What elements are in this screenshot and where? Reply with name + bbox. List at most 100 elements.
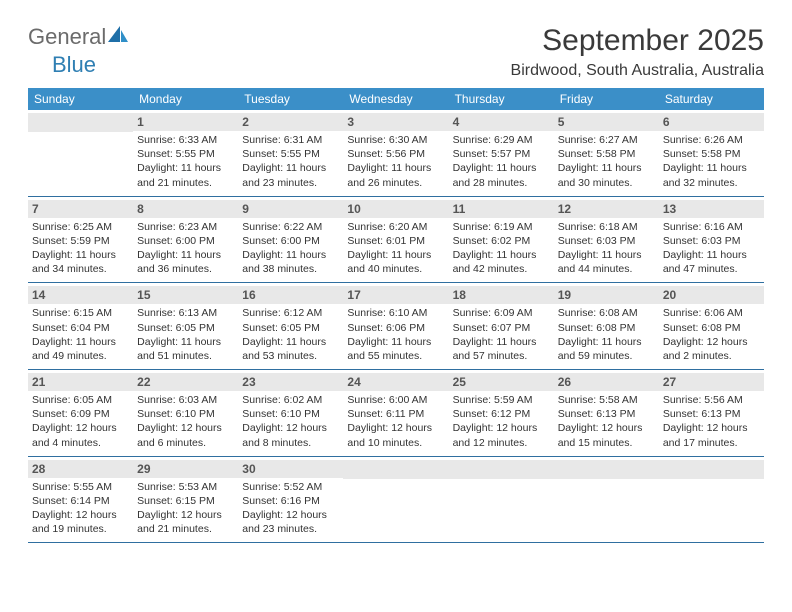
dow-header-row: SundayMondayTuesdayWednesdayThursdayFrid… bbox=[28, 88, 764, 110]
day-number: 14 bbox=[28, 286, 133, 304]
brand-logo: General bbox=[28, 24, 130, 50]
info-line: Sunrise: 6:18 AM bbox=[558, 220, 655, 234]
info-line: and 26 minutes. bbox=[347, 176, 444, 190]
day-info: Sunrise: 6:02 AMSunset: 6:10 PMDaylight:… bbox=[242, 393, 339, 450]
info-line: and 36 minutes. bbox=[137, 262, 234, 276]
info-line: Daylight: 11 hours bbox=[453, 161, 550, 175]
dow-header: Saturday bbox=[659, 88, 764, 110]
day-cell: 20Sunrise: 6:06 AMSunset: 6:08 PMDayligh… bbox=[659, 283, 764, 369]
day-number: 23 bbox=[238, 373, 343, 391]
info-line: Daylight: 11 hours bbox=[32, 335, 129, 349]
info-line: and 55 minutes. bbox=[347, 349, 444, 363]
info-line: and 10 minutes. bbox=[347, 436, 444, 450]
day-cell: 17Sunrise: 6:10 AMSunset: 6:06 PMDayligh… bbox=[343, 283, 448, 369]
day-cell: 15 Sunrise: 6:13 AMSunset: 6:05 PMDayligh… bbox=[133, 283, 238, 369]
info-line: Sunrise: 6:16 AM bbox=[663, 220, 760, 234]
day-cell: 30Sunrise: 5:52 AMSunset: 6:16 PMDayligh… bbox=[238, 457, 343, 543]
day-info: Sunrise: 6:20 AMSunset: 6:01 PMDaylight:… bbox=[347, 220, 444, 277]
day-number: 21 bbox=[28, 373, 133, 391]
day-cell bbox=[449, 457, 554, 543]
day-cell: 1Sunrise: 6:33 AMSunset: 5:55 PMDaylight… bbox=[133, 110, 238, 196]
info-line: Sunset: 6:06 PM bbox=[347, 321, 444, 335]
info-line: Sunset: 6:03 PM bbox=[663, 234, 760, 248]
info-line: and 6 minutes. bbox=[137, 436, 234, 450]
info-line: Sunset: 6:09 PM bbox=[32, 407, 129, 421]
info-line: Sunrise: 5:58 AM bbox=[558, 393, 655, 407]
day-info: Sunrise: 6:19 AMSunset: 6:02 PMDaylight:… bbox=[453, 220, 550, 277]
day-info: Sunrise: 6:18 AMSunset: 6:03 PMDaylight:… bbox=[558, 220, 655, 277]
day-number: 8 bbox=[133, 200, 238, 218]
info-line: Sunset: 6:00 PM bbox=[137, 234, 234, 248]
day-info: Sunrise: 6:31 AMSunset: 5:55 PMDaylight:… bbox=[242, 133, 339, 190]
info-line: Sunrise: 6:02 AM bbox=[242, 393, 339, 407]
day-number: 7 bbox=[28, 200, 133, 218]
info-line: and 34 minutes. bbox=[32, 262, 129, 276]
info-line: and 32 minutes. bbox=[663, 176, 760, 190]
info-line: Daylight: 11 hours bbox=[347, 161, 444, 175]
info-line: and 44 minutes. bbox=[558, 262, 655, 276]
info-line: Daylight: 12 hours bbox=[137, 508, 234, 522]
day-cell bbox=[554, 457, 659, 543]
info-line: Sunrise: 6:08 AM bbox=[558, 306, 655, 320]
info-line: Sunset: 5:57 PM bbox=[453, 147, 550, 161]
info-line: and 17 minutes. bbox=[663, 436, 760, 450]
header: General September 2025 Birdwood, South A… bbox=[28, 24, 764, 80]
title-block: September 2025 Birdwood, South Australia… bbox=[511, 24, 764, 80]
week-row: 28Sunrise: 5:55 AMSunset: 6:14 PMDayligh… bbox=[28, 457, 764, 544]
info-line: Daylight: 12 hours bbox=[453, 421, 550, 435]
day-cell: 24Sunrise: 6:00 AMSunset: 6:11 PMDayligh… bbox=[343, 370, 448, 456]
day-info: Sunrise: 6:13 AMSunset: 6:05 PMDaylight:… bbox=[137, 306, 234, 363]
info-line: Daylight: 12 hours bbox=[32, 421, 129, 435]
day-number: 3 bbox=[343, 113, 448, 131]
info-line: and 4 minutes. bbox=[32, 436, 129, 450]
info-line: Daylight: 12 hours bbox=[663, 335, 760, 349]
day-number bbox=[554, 460, 659, 479]
info-line: Sunrise: 6:19 AM bbox=[453, 220, 550, 234]
info-line: Daylight: 11 hours bbox=[242, 161, 339, 175]
info-line: Sunset: 6:15 PM bbox=[137, 494, 234, 508]
day-cell: 5Sunrise: 6:27 AMSunset: 5:58 PMDaylight… bbox=[554, 110, 659, 196]
day-number: 18 bbox=[449, 286, 554, 304]
day-cell: 19Sunrise: 6:08 AMSunset: 6:08 PMDayligh… bbox=[554, 283, 659, 369]
info-line: Sunrise: 6:25 AM bbox=[32, 220, 129, 234]
info-line: Sunrise: 5:56 AM bbox=[663, 393, 760, 407]
day-info: Sunrise: 6:23 AMSunset: 6:00 PMDaylight:… bbox=[137, 220, 234, 277]
info-line: Daylight: 12 hours bbox=[137, 421, 234, 435]
info-line: Daylight: 11 hours bbox=[558, 335, 655, 349]
info-line: and 19 minutes. bbox=[32, 522, 129, 536]
info-line: Sunset: 6:08 PM bbox=[558, 321, 655, 335]
info-line: Sunset: 5:58 PM bbox=[663, 147, 760, 161]
day-cell: 12 Sunrise: 6:18 AMSunset: 6:03 PMDayligh… bbox=[554, 197, 659, 283]
day-info: Sunrise: 6:30 AMSunset: 5:56 PMDaylight:… bbox=[347, 133, 444, 190]
day-number bbox=[449, 460, 554, 479]
info-line: Sunrise: 6:26 AM bbox=[663, 133, 760, 147]
day-cell: 9Sunrise: 6:22 AMSunset: 6:00 PMDaylight… bbox=[238, 197, 343, 283]
week-row: 7Sunrise: 6:25 AMSunset: 5:59 PMDaylight… bbox=[28, 197, 764, 284]
day-number: 12 bbox=[554, 200, 659, 218]
day-number: 17 bbox=[343, 286, 448, 304]
info-line: Daylight: 11 hours bbox=[453, 335, 550, 349]
info-line: Daylight: 11 hours bbox=[137, 335, 234, 349]
info-line: Daylight: 11 hours bbox=[32, 248, 129, 262]
day-info: Sunrise: 5:53 AMSunset: 6:15 PMDaylight:… bbox=[137, 480, 234, 537]
info-line: Sunset: 6:11 PM bbox=[347, 407, 444, 421]
info-line: Sunrise: 6:30 AM bbox=[347, 133, 444, 147]
info-line: Sunrise: 6:10 AM bbox=[347, 306, 444, 320]
info-line: and 15 minutes. bbox=[558, 436, 655, 450]
day-info: Sunrise: 6:12 AMSunset: 6:05 PMDaylight:… bbox=[242, 306, 339, 363]
info-line: Daylight: 11 hours bbox=[347, 248, 444, 262]
info-line: Sunrise: 6:06 AM bbox=[663, 306, 760, 320]
info-line: Sunset: 5:56 PM bbox=[347, 147, 444, 161]
info-line: Sunset: 6:05 PM bbox=[242, 321, 339, 335]
info-line: Sunrise: 5:55 AM bbox=[32, 480, 129, 494]
info-line: Sunset: 6:04 PM bbox=[32, 321, 129, 335]
day-number: 15 bbox=[133, 286, 238, 304]
day-cell: 8 Sunrise: 6:23 AMSunset: 6:00 PMDaylight… bbox=[133, 197, 238, 283]
info-line: and 28 minutes. bbox=[453, 176, 550, 190]
info-line: and 38 minutes. bbox=[242, 262, 339, 276]
day-cell: 10Sunrise: 6:20 AMSunset: 6:01 PMDayligh… bbox=[343, 197, 448, 283]
info-line: Sunrise: 6:20 AM bbox=[347, 220, 444, 234]
info-line: Sunset: 6:01 PM bbox=[347, 234, 444, 248]
day-info: Sunrise: 6:33 AMSunset: 5:55 PMDaylight:… bbox=[137, 133, 234, 190]
info-line: Sunset: 6:00 PM bbox=[242, 234, 339, 248]
